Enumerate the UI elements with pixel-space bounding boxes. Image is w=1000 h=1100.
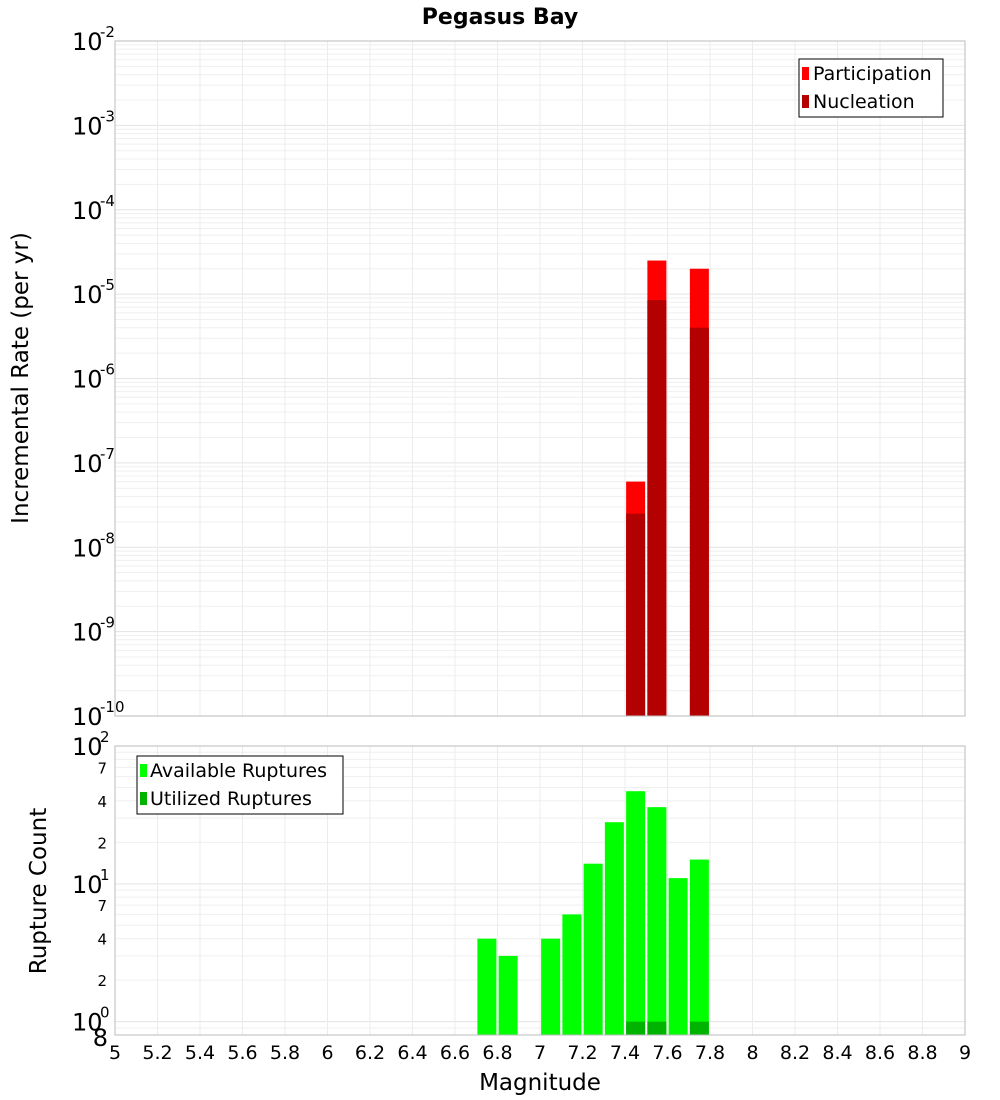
- y-tick-label: 10: [72, 28, 103, 56]
- y-tick-exponent: -8: [100, 529, 115, 547]
- available-ruptures-bar: [668, 878, 688, 1035]
- chart-title: Pegasus Bay: [422, 5, 578, 30]
- y-minor-tick-label: 8: [93, 1024, 108, 1052]
- bottom-plot-bars: [477, 791, 709, 1035]
- y-tick-label: 10: [72, 703, 103, 731]
- available-ruptures-bar: [498, 955, 518, 1035]
- y-minor-tick-label: 2: [97, 834, 107, 852]
- x-tick-label: 8.4: [822, 1042, 852, 1064]
- y-tick-exponent: 2: [100, 728, 110, 746]
- x-tick-label: 6.2: [355, 1042, 385, 1064]
- available-ruptures-bar: [477, 938, 497, 1035]
- available-ruptures-bar: [604, 822, 624, 1035]
- x-axis-label: Magnitude: [479, 1070, 601, 1096]
- top-plot-grid: [115, 41, 965, 717]
- available-ruptures-bar: [626, 791, 646, 1035]
- available-ruptures-bar: [562, 914, 582, 1035]
- nucleation-bar: [689, 327, 709, 716]
- available-ruptures-bar: [541, 938, 561, 1035]
- legend-participation-swatch: [802, 67, 809, 80]
- y-minor-tick-label: 4: [97, 793, 107, 811]
- y-tick-exponent: -3: [100, 107, 115, 125]
- top-plot-frame: [114, 40, 966, 717]
- y-tick-label: 10: [72, 450, 103, 478]
- x-tick-label: 5: [109, 1042, 121, 1064]
- available-ruptures-bar: [583, 863, 603, 1035]
- y-tick-label: 10: [72, 112, 103, 140]
- y-tick-exponent: -7: [100, 445, 115, 463]
- y-minor-tick-label: 4: [97, 931, 107, 949]
- bottom-legend-box: [136, 755, 344, 815]
- y-tick-exponent: -6: [100, 361, 115, 379]
- y-tick-label: 10: [72, 366, 103, 394]
- y-minor-tick-label: 7: [97, 759, 107, 777]
- x-tick-label: 7: [534, 1042, 546, 1064]
- y-tick-exponent: 0: [100, 1004, 110, 1022]
- legend-nucleation-label: Nucleation: [813, 91, 915, 113]
- y-tick-exponent: -5: [100, 276, 115, 294]
- available-ruptures-bar: [647, 807, 667, 1035]
- y-minor-tick-label: 7: [97, 897, 107, 915]
- legend-available-label: Available Ruptures: [150, 760, 327, 782]
- utilized-ruptures-bar: [626, 1021, 646, 1035]
- x-tick-label: 7.2: [567, 1042, 597, 1064]
- x-tick-label: 9: [959, 1042, 971, 1064]
- y-tick-label: 10: [72, 619, 103, 647]
- x-tick-label: 8.2: [780, 1042, 810, 1064]
- x-tick-label: 7.4: [610, 1042, 640, 1064]
- x-tick-label: 6: [321, 1042, 333, 1064]
- x-tick-label: 8.8: [907, 1042, 937, 1064]
- y-tick-exponent: -2: [100, 23, 115, 41]
- y-tick-exponent: -4: [100, 192, 115, 210]
- legend-available-swatch: [140, 764, 147, 777]
- x-tick-label: 7.8: [695, 1042, 725, 1064]
- utilized-ruptures-bar: [689, 1021, 709, 1035]
- x-tick-label: 5.6: [227, 1042, 257, 1064]
- top-plot-bars: [626, 260, 709, 716]
- available-ruptures-bar: [689, 859, 709, 1035]
- y-tick-exponent: -10: [100, 698, 125, 716]
- x-tick-label: 8.6: [865, 1042, 895, 1064]
- x-tick-label: 6.6: [440, 1042, 470, 1064]
- x-tick-label: 7.6: [652, 1042, 682, 1064]
- top-y-tick-labels: 10-210-310-410-510-610-710-810-910-10: [72, 23, 125, 731]
- bottom-plot-frame: [114, 745, 966, 1036]
- top-legend: Participation Nucleation: [798, 58, 944, 118]
- bottom-legend: Available Ruptures Utilized Ruptures: [136, 755, 344, 815]
- x-tick-label: 8: [746, 1042, 758, 1064]
- nucleation-bar: [626, 513, 646, 716]
- y-tick-exponent: 1: [100, 866, 110, 884]
- utilized-ruptures-bar: [647, 1021, 667, 1035]
- legend-nucleation-swatch: [802, 95, 809, 108]
- x-tick-labels: 5 5.2 5.4 5.6 5.8 6 6.2 6.4 6.6 6.8 7 7.2 7.4 7.6 7.8 8…: [109, 1042, 971, 1064]
- y-tick-label: 10: [72, 197, 103, 225]
- y-minor-tick-label: 2: [97, 972, 107, 990]
- legend-utilized-swatch: [140, 792, 147, 805]
- x-tick-label: 5.4: [185, 1042, 215, 1064]
- top-legend-box: [798, 58, 944, 118]
- x-tick-label: 6.8: [482, 1042, 512, 1064]
- bottom-y-axis-label: Rupture Count: [26, 808, 52, 974]
- legend-utilized-label: Utilized Ruptures: [150, 788, 312, 810]
- y-tick-label: 10: [72, 1009, 103, 1037]
- y-tick-label: 10: [72, 871, 103, 899]
- x-tick-label: 5.2: [142, 1042, 172, 1064]
- y-tick-exponent: -9: [100, 614, 115, 632]
- top-y-axis-label: Incremental Rate (per yr): [8, 232, 34, 524]
- y-tick-label: 10: [72, 281, 103, 309]
- legend-participation-label: Participation: [813, 63, 932, 85]
- x-tick-label: 5.8: [270, 1042, 300, 1064]
- nucleation-bar: [647, 300, 667, 716]
- y-tick-label: 10: [72, 733, 103, 761]
- x-tick-label: 6.4: [397, 1042, 427, 1064]
- y-tick-label: 10: [72, 534, 103, 562]
